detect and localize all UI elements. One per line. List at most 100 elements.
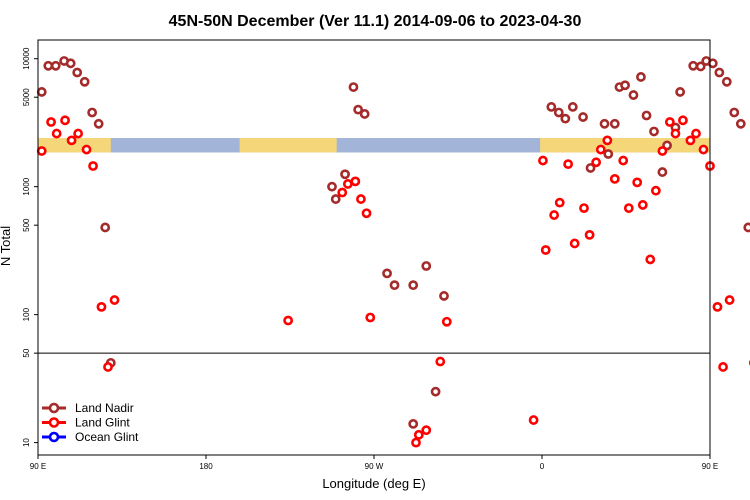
y-tick-label: 10: [22, 438, 31, 447]
land-band-segment: [38, 138, 111, 153]
data-point: [678, 115, 688, 126]
data-point: [714, 67, 725, 78]
data-point: [560, 113, 571, 124]
surface-band: [38, 138, 710, 153]
data-point: [579, 203, 589, 213]
land-band-segment: [540, 138, 710, 153]
data-point: [413, 429, 424, 440]
data-series: [36, 56, 750, 448]
data-point: [348, 82, 359, 92]
legend-entry: Ocean Glint: [75, 430, 139, 444]
legend-marker: [48, 402, 60, 414]
data-point: [50, 60, 61, 71]
data-point: [109, 295, 120, 305]
legend-entry: Land Glint: [75, 416, 130, 430]
data-point: [353, 104, 364, 115]
data-point: [620, 80, 630, 91]
data-point: [382, 268, 392, 279]
data-point: [43, 60, 54, 71]
chart-title: 45N-50N December (Ver 11.1) 2014-09-06 t…: [169, 13, 582, 30]
y-tick-label: 50: [22, 348, 31, 357]
x-axis-label: Longitude (deg E): [322, 476, 425, 491]
x-axis: 90 E 180 90 W 0 90 E: [30, 455, 718, 471]
x-tick-label: 0: [540, 462, 545, 471]
data-point: [735, 118, 746, 129]
data-point: [636, 72, 646, 82]
data-point: [342, 179, 353, 189]
data-point: [103, 362, 113, 372]
x-tick-label: 180: [199, 462, 213, 471]
data-point: [591, 157, 602, 168]
data-point: [96, 301, 107, 312]
data-point: [356, 194, 366, 204]
data-point: [87, 107, 98, 118]
data-point: [641, 110, 652, 121]
series-land-glint: [36, 115, 735, 448]
data-point: [88, 161, 98, 171]
data-point: [712, 301, 723, 312]
data-point: [327, 181, 337, 192]
x-tick-label: 90 E: [702, 462, 718, 471]
data-point: [553, 107, 564, 118]
data-point: [563, 159, 574, 170]
data-point: [664, 117, 675, 127]
data-point: [602, 135, 613, 146]
x-tick-label: 90 E: [30, 462, 46, 471]
data-point: [721, 76, 732, 87]
data-point: [79, 76, 90, 87]
y-tick-label: 100: [22, 307, 31, 321]
data-point: [350, 176, 361, 187]
data-point: [421, 425, 432, 436]
y-axis: 10 50 100 500 1000 5000 10000: [22, 47, 38, 447]
data-point: [421, 261, 432, 271]
data-point: [632, 177, 643, 188]
data-point: [688, 60, 699, 71]
data-point: [72, 67, 83, 78]
data-point: [365, 312, 376, 323]
y-axis-label: N Total: [0, 226, 13, 266]
series-land-nadir: [36, 56, 750, 429]
data-point: [707, 58, 718, 69]
data-point: [567, 102, 578, 112]
data-point: [595, 144, 606, 155]
data-point: [599, 118, 610, 129]
data-point: [93, 118, 104, 129]
data-point: [435, 356, 446, 367]
data-point: [36, 87, 47, 97]
data-point: [81, 144, 92, 155]
data-point: [657, 167, 668, 177]
data-point: [441, 316, 452, 327]
data-point: [549, 210, 560, 220]
y-tick-label: 10000: [22, 47, 31, 70]
data-point: [51, 128, 62, 139]
data-point: [718, 362, 728, 372]
data-point: [650, 185, 661, 196]
data-point: [603, 149, 614, 159]
data-point: [623, 203, 634, 213]
legend-entry: Land Nadir: [75, 401, 134, 415]
data-point: [729, 107, 740, 118]
data-point: [628, 90, 639, 100]
legend-marker: [48, 431, 60, 443]
data-point: [528, 415, 539, 425]
x-tick-label: 90 W: [365, 462, 384, 471]
data-point: [609, 173, 620, 184]
data-point: [540, 245, 551, 255]
data-point: [46, 117, 56, 127]
data-point: [554, 197, 565, 208]
data-point: [359, 109, 370, 119]
data-point: [411, 437, 421, 448]
y-tick-label: 5000: [22, 88, 31, 106]
data-point: [330, 194, 341, 204]
data-point: [649, 126, 659, 137]
data-point: [546, 102, 557, 112]
data-point: [66, 135, 77, 146]
data-point: [538, 155, 548, 166]
data-point: [361, 208, 372, 219]
data-point: [340, 169, 350, 180]
data-point: [743, 222, 750, 233]
data-point: [645, 254, 656, 265]
y-tick-label: 500: [22, 218, 31, 232]
